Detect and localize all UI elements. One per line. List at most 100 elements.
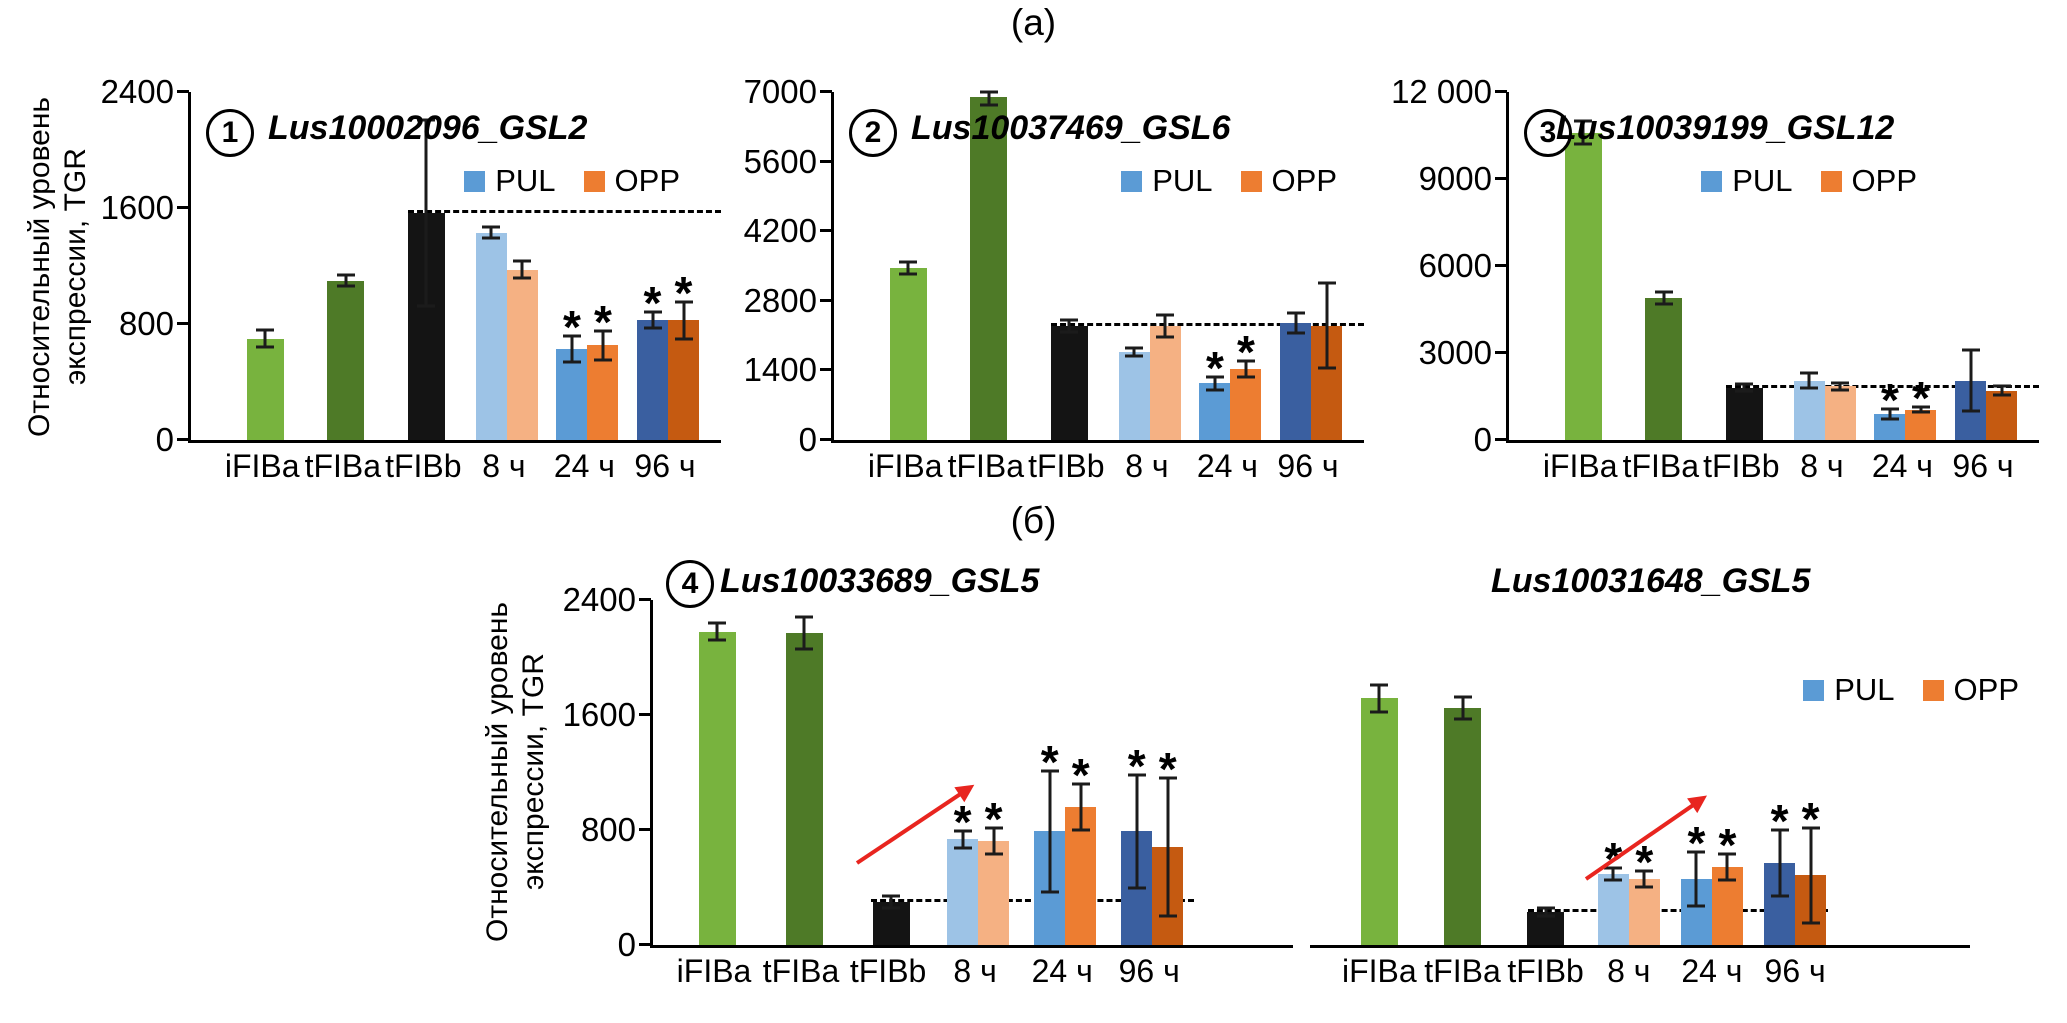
legend-swatch-opp [1922, 679, 1944, 701]
error-bar [682, 301, 685, 340]
error-bar-cap-bottom [1770, 894, 1789, 898]
x-category-label: 24 ч [1871, 448, 1933, 484]
bar-opp: * [1795, 600, 1827, 945]
x-category-label: 8 ч [1800, 448, 1844, 484]
significance-star: * [984, 792, 1003, 845]
bar-opp [1824, 92, 1856, 440]
legend-item-pul: PUL [1803, 672, 1895, 708]
panel-b-label: (б) [1010, 500, 1057, 541]
chart-number-badge: 2 [849, 109, 897, 157]
legend-item-opp: OPP [1240, 163, 1337, 199]
error-bar [1544, 907, 1548, 917]
significance-star: * [1127, 739, 1146, 792]
error-bar [1725, 854, 1729, 881]
chart-title: Lus10039199_GSL12 [1556, 109, 1895, 147]
y-tick-mark [177, 322, 189, 326]
error-bar-cap-bottom [1574, 142, 1593, 146]
y-tick-mark [639, 828, 651, 832]
error-bar [961, 830, 965, 848]
y-tick-mark [820, 229, 832, 233]
error-bar-cap-bottom [256, 345, 275, 349]
bar-pul [1793, 92, 1825, 440]
significance-star: * [1040, 735, 1059, 788]
legend-item-opp: OPP [1922, 672, 2019, 708]
x-category-label: tFIBa [304, 448, 382, 484]
x-category-label: 96 ч [1277, 448, 1339, 484]
significance-star: * [1071, 748, 1090, 801]
error-bar [1778, 830, 1782, 897]
error-bar [1048, 771, 1052, 892]
legend-swatch-pul [1121, 170, 1143, 192]
y-tick-mark [639, 943, 651, 946]
error-bar-cap-bottom [1205, 388, 1224, 392]
x-category-label: 24 ч [1196, 448, 1258, 484]
significance-star: * [1236, 325, 1255, 378]
bar-opp: * [1230, 92, 1262, 440]
bar-pul: * [1874, 92, 1906, 440]
error-bar-cap-bottom [417, 304, 436, 308]
bar-fill-ifiba [889, 268, 927, 440]
x-category-label: iFIBa [867, 448, 943, 484]
bar-tfibb [872, 600, 910, 945]
y-axis-tick-labels: 0 800 1600 2400 [554, 581, 636, 963]
legend-label: PUL [1152, 163, 1213, 198]
bar-pul: * [1034, 600, 1066, 945]
bar-opp: * [1065, 600, 1097, 945]
bar-tfiba [785, 600, 823, 945]
bar-tfiba [1645, 92, 1683, 440]
plot-area: * * * * [177, 90, 721, 443]
bar-pul: * [1764, 600, 1796, 945]
significance-star: * [593, 295, 612, 348]
error-bar-cap-bottom [1158, 914, 1177, 918]
error-bar-cap-top [1801, 826, 1820, 830]
y-axis-tick-labels: 0 800 1600 2400 [78, 73, 174, 458]
significance-star: * [1205, 341, 1224, 394]
bar-tfiba [1444, 600, 1481, 945]
error-bar-cap-top [1536, 906, 1555, 910]
y-tick-label: 800 [118, 305, 174, 342]
legend-swatch-pul [1803, 679, 1825, 701]
x-axis-labels: iFIBa tFIBa tFIBb 8 ч 24 ч 96 ч [1506, 440, 2036, 490]
error-bar-cap-top [899, 260, 918, 264]
y-tick-mark [639, 598, 651, 601]
error-bar [1969, 350, 1972, 411]
error-bar [1807, 373, 1811, 389]
bar-fill-pul [475, 232, 507, 440]
legend: PUL OPP [1803, 672, 2019, 708]
legend-label: PUL [1834, 672, 1895, 707]
error-bar [489, 226, 493, 239]
y-tick-mark [177, 438, 189, 441]
error-bar [1662, 292, 1666, 304]
bar-ifiba [1360, 600, 1398, 945]
error-bar-cap-top [1880, 407, 1899, 411]
y-tick-label: 9000 [1418, 160, 1492, 197]
bar-opp [506, 92, 538, 440]
y-tick-label: 5600 [743, 142, 817, 180]
bar-opp [1986, 92, 2017, 440]
y-tick-mark [820, 298, 832, 302]
reference-dashed-line [408, 210, 721, 214]
error-bar [570, 336, 574, 363]
panel-a-label: (а) [1010, 2, 1057, 43]
error-bar [889, 896, 893, 908]
bar-fill-pul [637, 320, 668, 440]
error-bar [1642, 870, 1646, 887]
x-axis-labels: iFIBa tFIBa tFIBb 8 ч 24 ч 96 ч [831, 440, 1361, 490]
y-tick-mark [1495, 351, 1507, 354]
legend-label: OPP [1953, 672, 2019, 707]
bar-fill-tfiba [785, 633, 823, 945]
error-bar [1809, 827, 1813, 923]
bar-fill-pul [1199, 383, 1231, 440]
bar-tfiba [327, 92, 365, 440]
bar-fill-opp [1628, 878, 1660, 945]
error-bar-cap-bottom [899, 272, 918, 276]
significance-star: * [1770, 794, 1789, 847]
error-bar-cap-bottom [1317, 366, 1336, 370]
x-category-label: tFIBb [1703, 448, 1780, 484]
error-bar-cap-top [1604, 866, 1623, 870]
y-tick-label: 12 000 [1391, 73, 1492, 110]
error-bar [987, 92, 991, 106]
error-bar-cap-top [1687, 850, 1706, 854]
y-axis-title-row-b: Относительный уровень экспрессии, TGR [481, 601, 550, 943]
error-bar-cap-bottom [1071, 828, 1090, 832]
